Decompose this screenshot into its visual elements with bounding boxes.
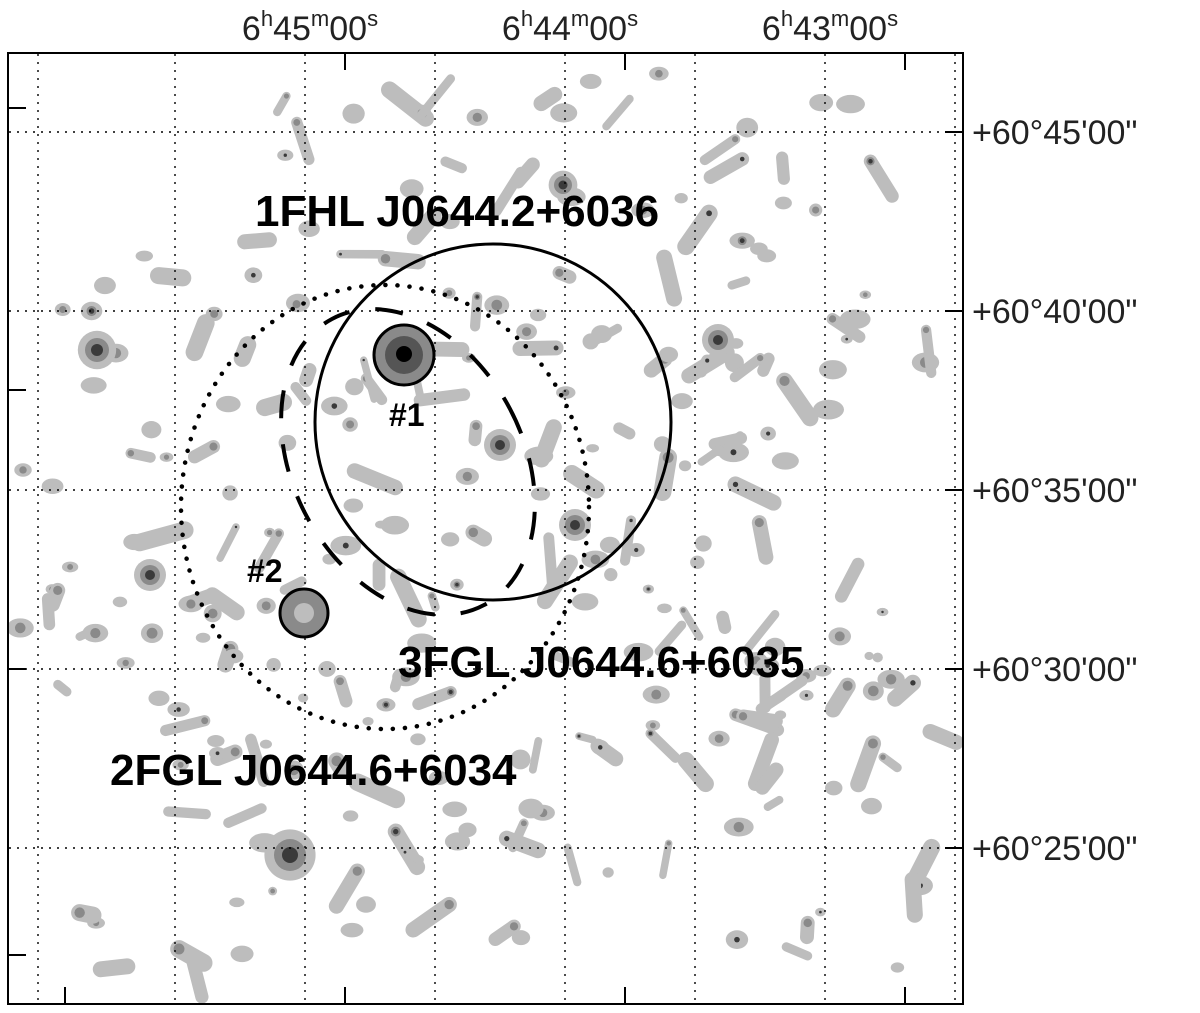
source-2-marker — [278, 587, 330, 639]
fgl3-source-label: 3FGL J0644.6+6035 — [398, 638, 805, 687]
fgl2-source-label: 2FGL J0644.6+6034 — [110, 746, 517, 795]
dec-tick-label: +60°25'00" — [972, 830, 1137, 868]
fhl-error-circle — [313, 242, 673, 602]
fhl-source-label: 1FHL J0644.2+6036 — [255, 187, 659, 236]
fgl3-error-ellipse — [279, 307, 537, 617]
source-2-label: #2 — [247, 553, 283, 589]
dec-tick-label: +60°40'00" — [972, 293, 1137, 331]
ra-tick-label: 6h45m00s — [242, 6, 378, 48]
ra-tick-label: 6h43m00s — [762, 6, 898, 48]
emission-contours — [9, 66, 962, 1003]
fgl2-error-ellipse — [178, 282, 592, 732]
dec-tick-label: +60°45'00" — [972, 114, 1137, 152]
axis-ticks — [8, 53, 963, 1004]
source-1-marker — [372, 323, 436, 387]
ra-tick-label: 6h44m00s — [502, 6, 638, 48]
source-1-label: #1 — [389, 397, 425, 433]
dec-tick-label: +60°35'00" — [972, 472, 1137, 510]
dec-tick-label: +60°30'00" — [972, 651, 1137, 689]
